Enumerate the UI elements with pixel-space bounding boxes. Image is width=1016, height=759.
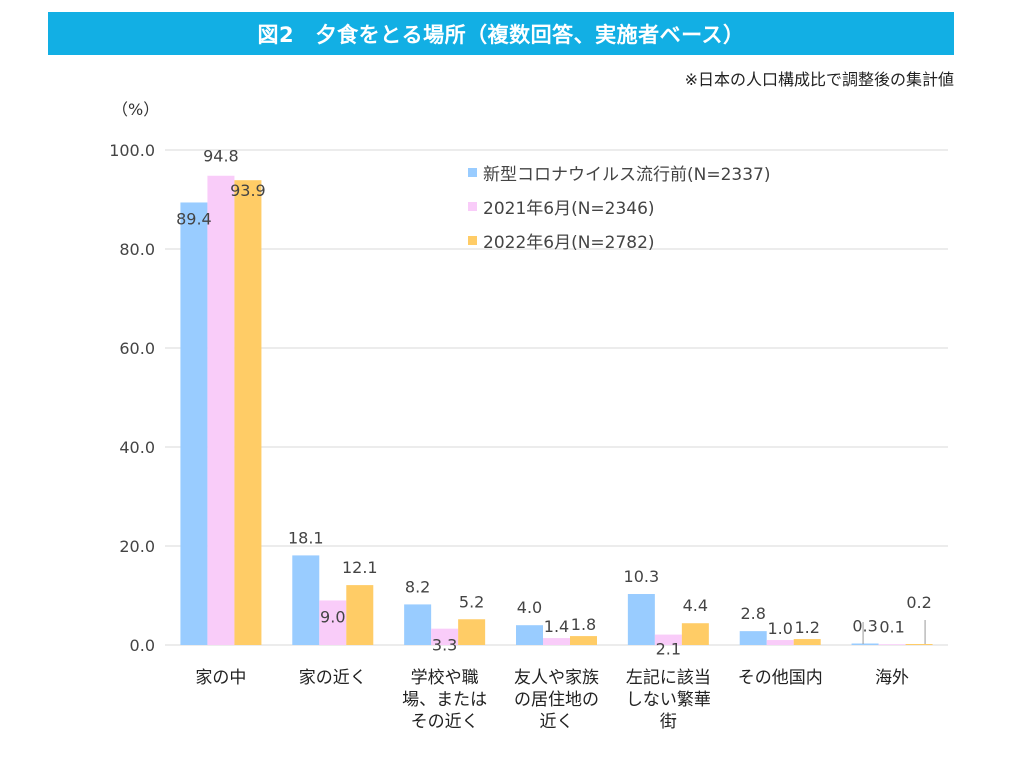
- data-label: 93.9: [230, 181, 266, 200]
- x-tick-label: 海外: [875, 668, 909, 688]
- bar: [404, 604, 432, 645]
- data-label: 3.3: [432, 636, 457, 655]
- data-label: 1.2: [794, 618, 819, 637]
- data-label: 5.2: [459, 592, 484, 611]
- bar: [851, 643, 879, 645]
- x-tick-label: その他国内: [738, 668, 823, 688]
- data-label: 2.1: [656, 640, 681, 659]
- y-tick-label: 0.0: [130, 636, 155, 655]
- data-label: 10.3: [624, 567, 660, 586]
- y-tick-label: 20.0: [119, 537, 155, 556]
- bar: [905, 644, 933, 645]
- data-label: 1.4: [544, 617, 569, 636]
- bar: [319, 600, 347, 645]
- bar: [793, 639, 821, 645]
- y-tick-label: 40.0: [119, 438, 155, 457]
- bar: [654, 634, 682, 645]
- y-axis-unit: （%）: [112, 100, 160, 119]
- data-label: 2.8: [740, 604, 765, 623]
- x-tick-label: 左記に該当: [626, 668, 711, 688]
- bar: [180, 202, 208, 645]
- x-tick-label: 学校や職: [411, 668, 479, 688]
- bar: [627, 594, 655, 645]
- data-label: 8.2: [405, 577, 430, 596]
- data-label: 94.8: [203, 147, 239, 166]
- data-label: 0.3: [852, 617, 877, 636]
- x-tick-label: 家の中: [195, 668, 246, 688]
- y-tick-label: 80.0: [119, 240, 155, 259]
- bar: [739, 631, 767, 645]
- bar: [431, 628, 459, 645]
- bar: [570, 636, 597, 645]
- x-tick-label: 街: [660, 712, 677, 732]
- chart-title-banner: 図2 夕食をとる場所（複数回答、実施者ベース）: [48, 12, 954, 55]
- data-label: 18.1: [288, 528, 324, 547]
- bar: [766, 640, 794, 645]
- x-tick-label: 友人や家族: [514, 668, 599, 688]
- data-label: 12.1: [342, 558, 378, 577]
- x-tick-label: 場、または: [402, 690, 487, 710]
- y-tick-label: 100.0: [109, 141, 155, 160]
- bar: [458, 619, 486, 645]
- x-tick-label: の居住地の: [514, 690, 599, 710]
- x-tick-label: 近く: [540, 712, 574, 732]
- bar: [878, 644, 906, 645]
- legend-label: 2022年6月(N=2782): [483, 233, 655, 253]
- legend-label: 新型コロナウイルス流行前(N=2337): [483, 165, 771, 185]
- data-label: 4.0: [517, 598, 542, 617]
- x-tick-label: 家の近く: [299, 668, 367, 688]
- bar: [346, 585, 374, 645]
- bar: [516, 625, 543, 645]
- bar: [234, 180, 262, 645]
- data-label: 1.8: [571, 615, 596, 634]
- data-label: 0.1: [879, 618, 904, 637]
- adjustment-note: ※日本の人口構成比で調整後の集計値: [684, 70, 954, 89]
- x-tick-label: その近く: [411, 712, 479, 732]
- bar: [543, 638, 570, 645]
- data-label: 1.0: [767, 619, 792, 638]
- bar: [292, 555, 320, 645]
- legend-swatch: [468, 202, 477, 211]
- bar: [681, 623, 709, 645]
- legend-label: 2021年6月(N=2346): [483, 199, 655, 219]
- legend-swatch: [468, 236, 477, 245]
- y-tick-label: 60.0: [119, 339, 155, 358]
- bar: [207, 175, 235, 646]
- legend-swatch: [468, 168, 477, 177]
- data-label: 4.4: [683, 596, 708, 615]
- x-tick-label: しない繁華: [626, 690, 711, 710]
- data-label: 89.4: [176, 209, 212, 228]
- data-label: 0.2: [906, 593, 931, 612]
- data-label: 9.0: [320, 607, 345, 626]
